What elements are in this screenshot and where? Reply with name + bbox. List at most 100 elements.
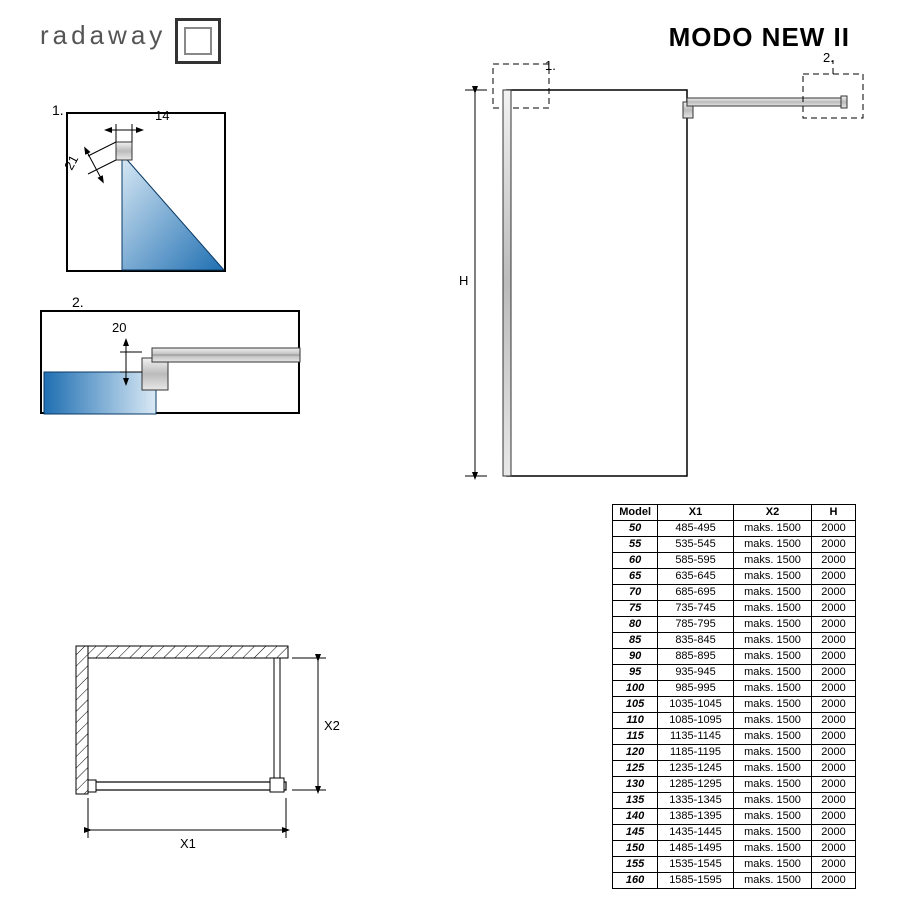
- table-cell: maks. 1500: [734, 601, 812, 617]
- table-cell: 1185-1195: [658, 745, 734, 761]
- plan-x2-label: X2: [324, 718, 340, 733]
- table-cell: 1285-1295: [658, 777, 734, 793]
- table-cell: 2000: [812, 825, 856, 841]
- table-row: 95935-945maks. 15002000: [613, 665, 856, 681]
- table-cell: 105: [613, 697, 658, 713]
- table-cell: 2000: [812, 617, 856, 633]
- table-cell: 145: [613, 825, 658, 841]
- table-cell: maks. 1500: [734, 649, 812, 665]
- plan-view: X1 X2: [68, 640, 368, 870]
- table-cell: maks. 1500: [734, 841, 812, 857]
- table-cell: 2000: [812, 601, 856, 617]
- table-cell: 1135-1145: [658, 729, 734, 745]
- table-row: 1451435-1445maks. 15002000: [613, 825, 856, 841]
- table-cell: 85: [613, 633, 658, 649]
- table-cell: 60: [613, 553, 658, 569]
- table-cell: 115: [613, 729, 658, 745]
- table-cell: 2000: [812, 649, 856, 665]
- table-cell: 685-695: [658, 585, 734, 601]
- main-callout2: 2.: [823, 50, 834, 65]
- table-cell: 1035-1045: [658, 697, 734, 713]
- table-cell: 50: [613, 521, 658, 537]
- table-cell: 635-645: [658, 569, 734, 585]
- table-cell: 65: [613, 569, 658, 585]
- table-cell: 160: [613, 873, 658, 889]
- table-cell: maks. 1500: [734, 761, 812, 777]
- table-cell: maks. 1500: [734, 825, 812, 841]
- table-cell: 90: [613, 649, 658, 665]
- table-cell: 1235-1245: [658, 761, 734, 777]
- table-row: 1501485-1495maks. 15002000: [613, 841, 856, 857]
- table-cell: 75: [613, 601, 658, 617]
- table-cell: 1435-1445: [658, 825, 734, 841]
- table-row: 80785-795maks. 15002000: [613, 617, 856, 633]
- table-cell: 2000: [812, 569, 856, 585]
- plan-x1-label: X1: [180, 836, 196, 851]
- table-cell: maks. 1500: [734, 585, 812, 601]
- main-callout1: 1.: [545, 58, 556, 73]
- table-cell: 140: [613, 809, 658, 825]
- table-cell: maks. 1500: [734, 617, 812, 633]
- table-cell: maks. 1500: [734, 809, 812, 825]
- table-cell: 2000: [812, 681, 856, 697]
- brand-text: radaway: [40, 20, 166, 50]
- detail1-label: 1.: [52, 102, 64, 118]
- table-cell: maks. 1500: [734, 777, 812, 793]
- table-cell: 120: [613, 745, 658, 761]
- table-cell: 535-545: [658, 537, 734, 553]
- table-header: Model: [613, 505, 658, 521]
- table-cell: 1535-1545: [658, 857, 734, 873]
- table-row: 50485-495maks. 15002000: [613, 521, 856, 537]
- table-cell: maks. 1500: [734, 569, 812, 585]
- table-cell: maks. 1500: [734, 697, 812, 713]
- table-cell: 885-895: [658, 649, 734, 665]
- table-cell: 55: [613, 537, 658, 553]
- table-cell: 2000: [812, 713, 856, 729]
- plan-view-svg: [68, 640, 368, 870]
- table-cell: 2000: [812, 777, 856, 793]
- table-row: 100985-995maks. 15002000: [613, 681, 856, 697]
- table-cell: 2000: [812, 665, 856, 681]
- table-row: 1251235-1245maks. 15002000: [613, 761, 856, 777]
- table-cell: 2000: [812, 873, 856, 889]
- table-cell: 2000: [812, 585, 856, 601]
- table-row: 1551535-1545maks. 15002000: [613, 857, 856, 873]
- table-row: 1151135-1145maks. 15002000: [613, 729, 856, 745]
- table-row: 1101085-1095maks. 15002000: [613, 713, 856, 729]
- table-cell: 2000: [812, 633, 856, 649]
- table-cell: 2000: [812, 809, 856, 825]
- table-row: 70685-695maks. 15002000: [613, 585, 856, 601]
- product-title: MODO NEW II: [669, 22, 850, 53]
- table-cell: 130: [613, 777, 658, 793]
- table-cell: maks. 1500: [734, 665, 812, 681]
- table-cell: 2000: [812, 793, 856, 809]
- detail2-dim-v: 20: [112, 320, 126, 335]
- table-cell: 835-845: [658, 633, 734, 649]
- table-cell: maks. 1500: [734, 553, 812, 569]
- table-cell: 935-945: [658, 665, 734, 681]
- table-cell: maks. 1500: [734, 681, 812, 697]
- table-header: X2: [734, 505, 812, 521]
- table-cell: 135: [613, 793, 658, 809]
- table-cell: maks. 1500: [734, 521, 812, 537]
- table-cell: 2000: [812, 857, 856, 873]
- table-cell: 110: [613, 713, 658, 729]
- table-cell: maks. 1500: [734, 633, 812, 649]
- table-row: 60585-595maks. 15002000: [613, 553, 856, 569]
- table-cell: maks. 1500: [734, 729, 812, 745]
- brand-logo: radaway: [40, 18, 221, 64]
- table-row: 1201185-1195maks. 15002000: [613, 745, 856, 761]
- table-cell: 125: [613, 761, 658, 777]
- detail2-label: 2.: [72, 294, 84, 310]
- table-cell: 2000: [812, 729, 856, 745]
- table-row: 75735-745maks. 15002000: [613, 601, 856, 617]
- table-cell: maks. 1500: [734, 793, 812, 809]
- table-row: 65635-645maks. 15002000: [613, 569, 856, 585]
- table-cell: 1335-1345: [658, 793, 734, 809]
- table-row: 1401385-1395maks. 15002000: [613, 809, 856, 825]
- table-cell: 2000: [812, 841, 856, 857]
- main-view-svg: [445, 58, 875, 488]
- table-header: X1: [658, 505, 734, 521]
- table-cell: 1585-1595: [658, 873, 734, 889]
- table-cell: 1385-1395: [658, 809, 734, 825]
